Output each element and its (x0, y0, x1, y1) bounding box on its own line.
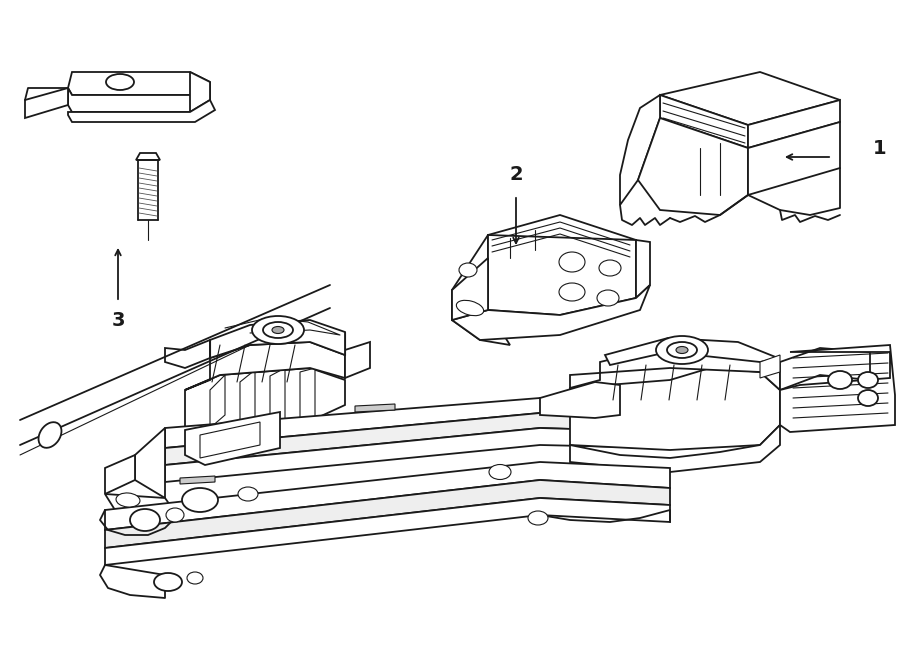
Ellipse shape (187, 572, 203, 584)
Ellipse shape (597, 290, 619, 306)
Polygon shape (136, 153, 160, 160)
Polygon shape (780, 345, 895, 432)
Ellipse shape (272, 327, 284, 334)
Ellipse shape (182, 488, 218, 512)
Polygon shape (165, 340, 210, 368)
Polygon shape (68, 100, 215, 122)
Polygon shape (452, 285, 650, 340)
Ellipse shape (456, 300, 483, 316)
Polygon shape (180, 476, 215, 484)
Polygon shape (760, 355, 780, 378)
Polygon shape (620, 95, 660, 205)
Polygon shape (165, 398, 670, 448)
Polygon shape (605, 338, 778, 365)
Polygon shape (570, 345, 780, 390)
Polygon shape (25, 88, 68, 118)
Polygon shape (185, 428, 295, 475)
Ellipse shape (130, 509, 160, 531)
Polygon shape (636, 240, 650, 298)
Polygon shape (748, 100, 840, 148)
Polygon shape (660, 72, 840, 125)
Ellipse shape (106, 74, 134, 90)
Polygon shape (488, 215, 636, 260)
Polygon shape (570, 368, 780, 450)
Ellipse shape (39, 422, 61, 447)
Polygon shape (165, 428, 670, 482)
Ellipse shape (238, 487, 258, 501)
Polygon shape (185, 412, 280, 465)
Polygon shape (165, 413, 670, 465)
Polygon shape (210, 320, 345, 358)
Polygon shape (68, 72, 210, 95)
Polygon shape (240, 370, 255, 428)
Polygon shape (638, 118, 748, 215)
Polygon shape (452, 235, 510, 345)
Polygon shape (748, 122, 840, 195)
Ellipse shape (559, 283, 585, 301)
Ellipse shape (667, 342, 697, 358)
Polygon shape (68, 82, 210, 112)
Polygon shape (105, 480, 670, 548)
Polygon shape (660, 95, 748, 148)
Ellipse shape (599, 260, 621, 276)
Ellipse shape (459, 263, 477, 277)
Polygon shape (190, 72, 210, 112)
Polygon shape (452, 258, 488, 320)
Ellipse shape (116, 493, 140, 507)
Ellipse shape (489, 465, 511, 479)
Polygon shape (135, 428, 165, 498)
Text: 1: 1 (873, 139, 886, 157)
Polygon shape (355, 404, 395, 412)
Ellipse shape (559, 252, 585, 272)
Ellipse shape (252, 316, 304, 344)
Polygon shape (780, 348, 870, 390)
Text: 2: 2 (509, 165, 523, 184)
Polygon shape (300, 368, 315, 425)
Ellipse shape (154, 573, 182, 591)
Text: 3: 3 (112, 311, 125, 329)
Polygon shape (105, 455, 135, 494)
Ellipse shape (676, 346, 688, 354)
Ellipse shape (858, 372, 878, 388)
Polygon shape (105, 462, 670, 530)
Ellipse shape (166, 508, 184, 522)
Polygon shape (210, 375, 225, 428)
Polygon shape (165, 448, 205, 482)
Polygon shape (105, 494, 175, 512)
Ellipse shape (263, 322, 293, 338)
Polygon shape (185, 342, 345, 390)
Ellipse shape (858, 390, 878, 406)
Polygon shape (185, 368, 345, 442)
Polygon shape (345, 342, 370, 378)
Polygon shape (270, 368, 285, 430)
Ellipse shape (528, 511, 548, 525)
Polygon shape (200, 422, 260, 458)
Polygon shape (570, 425, 780, 472)
Polygon shape (488, 235, 636, 315)
Ellipse shape (828, 371, 852, 389)
Ellipse shape (656, 336, 708, 364)
Polygon shape (540, 382, 620, 418)
Polygon shape (105, 498, 670, 565)
